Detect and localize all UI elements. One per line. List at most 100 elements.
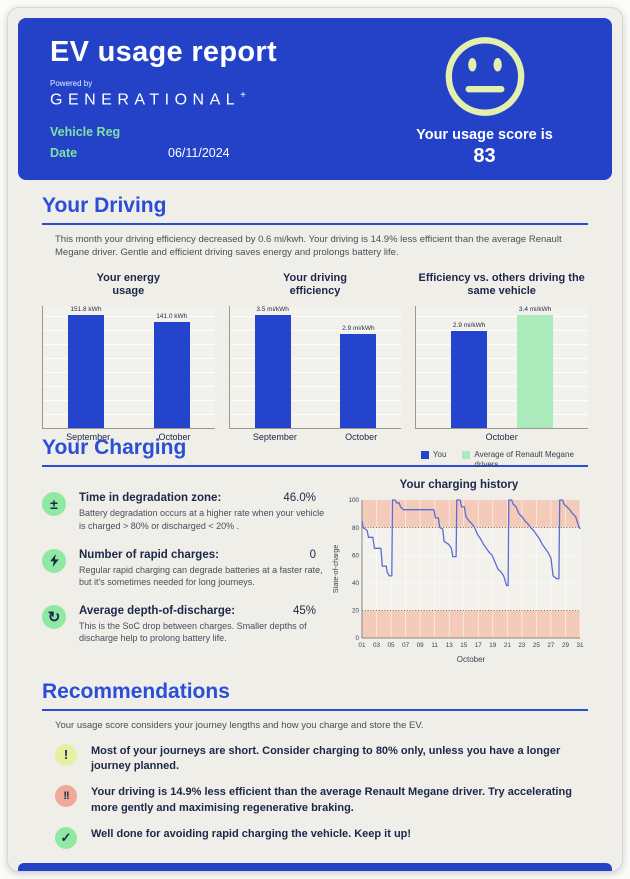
x-tick-label: 15 — [460, 642, 468, 649]
x-axis-label: October — [345, 431, 378, 442]
neutral-face-icon — [445, 37, 524, 116]
x-axis-label: September — [252, 431, 297, 442]
chart-title: Your energy usage — [96, 271, 161, 298]
bar-column: 3.4 mi/kWh — [517, 306, 554, 428]
x-tick-label: 05 — [388, 642, 396, 649]
recommendation-short-journeys: ! Most of your journeys are short. Consi… — [55, 743, 588, 775]
driving-divider — [42, 223, 588, 225]
x-tick-label: 09 — [417, 642, 425, 649]
date-label: Date — [50, 146, 78, 161]
bar-value-label: 2.9 mi/kWh — [452, 321, 486, 329]
energy-usage-plot: 151.8 kWh 141.0 kWh — [42, 305, 215, 429]
driving-intro: This month your driving efficiency decre… — [55, 234, 562, 259]
vehicle-reg-row: Vehicle Reg — [50, 125, 387, 139]
charging-heading: Your Charging — [42, 436, 187, 460]
x-axis-title: October — [457, 655, 486, 664]
recommendations-section: Recommendations Your usage score conside… — [8, 680, 622, 850]
driving-charts-row: Your energy usage 151.8 kWh 141.0 kWh Sep… — [42, 271, 589, 471]
recommendation-text: Well done for avoiding rapid charging th… — [91, 828, 412, 841]
stat-rapid-charges: Number of rapid charges: 0 Regular rapid… — [42, 548, 330, 588]
x-tick-label: 25 — [533, 642, 541, 649]
stat-head: Time in degradation zone: 46.0% — [79, 492, 330, 504]
x-axis-label: September — [66, 431, 111, 442]
bar-column: 2.9 mi/kWh — [340, 306, 377, 428]
y-axis-title: State-of-charge — [333, 545, 340, 593]
y-tick-label: 60 — [352, 553, 360, 560]
charging-history-chart: 01 03 05 07 09 11 13 15 17 19 21 23 25 27 29 31 0 20 40 60 8… — [333, 498, 584, 665]
charging-history-title: Your charging history — [399, 479, 519, 492]
recommendation-text: Your driving is 14.9% less efficient tha… — [91, 786, 572, 814]
plus-minus-icon: ± — [42, 492, 66, 517]
y-tick-label: 20 — [352, 608, 360, 615]
bar — [254, 314, 291, 428]
y-tick-label: 80 — [352, 525, 360, 532]
legend-label: Average of Renault Megane drivers — [474, 449, 574, 469]
stat-head: Average depth-of-discharge: 45% — [79, 605, 330, 617]
bar-column: 3.5 mi/kWh — [254, 306, 291, 428]
stat-title: Number of rapid charges: — [79, 548, 219, 561]
stat-title: Time in degradation zone: — [79, 492, 222, 505]
y-tick-label: 40 — [352, 580, 360, 587]
bar-column: 151.8 kWh — [67, 306, 104, 428]
report-header: EV usage report Powered by GENERATIONAL+… — [18, 18, 612, 180]
x-tick-label: 29 — [562, 642, 570, 649]
vehicle-reg-label: Vehicle Reg — [50, 125, 121, 140]
efficiency-comparison-xlabels: October — [415, 432, 588, 442]
average-swatch — [462, 450, 471, 459]
recommendations-heading: Recommendations — [42, 680, 230, 704]
driving-section: Your Driving This month your driving eff… — [8, 194, 622, 470]
bar-value-label: 141.0 kWh — [156, 313, 188, 321]
bar-group: 2.9 mi/kWh 3.4 mi/kWh — [451, 306, 554, 428]
chart-title: Efficiency vs. others driving the same v… — [418, 271, 585, 298]
stat-value: 0 — [309, 548, 316, 561]
bar-column: 141.0 kWh — [153, 306, 190, 428]
score-panel: Your usage score is 83 — [387, 34, 582, 168]
x-tick-label: 19 — [489, 642, 497, 649]
bar — [67, 314, 104, 428]
efficiency-comparison-plot: 2.9 mi/kWh 3.4 mi/kWh — [415, 305, 589, 429]
brand-name: GENERATIONAL — [50, 91, 241, 109]
recommendation-text: Most of your journeys are short. Conside… — [91, 744, 561, 773]
x-tick-label: 13 — [446, 642, 454, 649]
score-label: Your usage score is — [416, 127, 553, 143]
brand-logo: GENERATIONAL+ — [50, 90, 387, 109]
threshold-band — [362, 610, 580, 639]
energy-usage-chart: Your energy usage 151.8 kWh 141.0 kWh Sep… — [42, 272, 215, 471]
stat-title: Average depth-of-discharge: — [79, 604, 236, 617]
powered-by-label: Powered by — [50, 79, 93, 88]
charging-history-panel: Your charging history 01 03 05 07 09 11 13 15 17… — [330, 479, 588, 666]
charging-body: ± Time in degradation zone: 46.0% Batter… — [42, 475, 588, 666]
stat-description: Regular rapid charging can degrade batte… — [79, 564, 323, 587]
legend-item-average: Average of Renault Megane drivers — [462, 450, 582, 471]
date-value: 06/11/2024 — [168, 146, 230, 161]
page-title: EV usage report — [50, 36, 277, 68]
stat-main: Number of rapid charges: 0 Regular rapid… — [79, 549, 330, 588]
recommendations-intro: Your usage score considers your journey … — [55, 720, 424, 732]
driving-efficiency-chart: Your driving efficiency 3.5 mi/kWh 2.9 mi… — [228, 271, 402, 471]
bar — [340, 333, 377, 428]
stat-description: This is the SoC drop between charges. Sm… — [79, 620, 307, 644]
x-tick-label: 17 — [475, 642, 483, 649]
chart-title: Your driving efficiency — [283, 271, 347, 298]
double-exclamation-icon: !! — [55, 785, 77, 808]
legend-label: You — [432, 449, 447, 459]
recommendation-driving-efficiency: !! Your driving is 14.9% less efficient … — [55, 785, 588, 816]
stat-description: Battery degradation occurs at a higher r… — [79, 508, 325, 531]
y-tick-label: 0 — [355, 636, 359, 643]
energy-usage-xlabels: September October — [42, 432, 215, 442]
recommendation-rapid-charging: ✓ Well done for avoiding rapid charging … — [55, 827, 588, 850]
charging-divider — [42, 465, 588, 468]
check-icon: ✓ — [55, 827, 77, 850]
y-tick-label: 100 — [348, 498, 359, 505]
chart-legend: You Average of Renault Megane drivers — [415, 450, 588, 471]
stat-value: 45% — [292, 604, 316, 617]
lightning-icon — [42, 548, 66, 573]
x-tick-label: 23 — [518, 642, 526, 649]
report-footer: www.generational.ac — [18, 863, 612, 871]
stat-head: Number of rapid charges: 0 — [79, 549, 330, 561]
exclamation-icon: ! — [55, 743, 77, 766]
x-tick-label: 01 — [358, 642, 366, 649]
score-value: 83 — [473, 145, 496, 167]
x-axis-label: October — [485, 431, 518, 442]
